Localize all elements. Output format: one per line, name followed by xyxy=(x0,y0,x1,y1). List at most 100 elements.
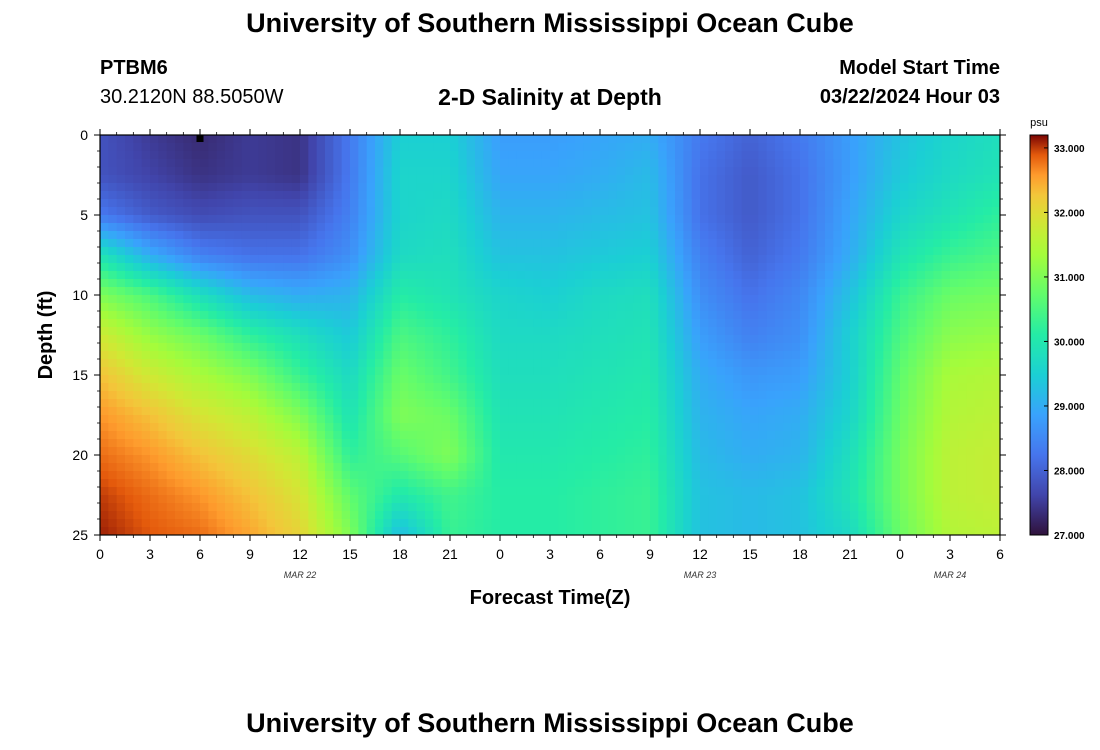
heatmap-cell xyxy=(908,287,918,296)
heatmap-cell xyxy=(741,231,751,240)
heatmap-cell xyxy=(925,271,934,280)
heatmap-cell xyxy=(566,399,576,408)
heatmap-cell xyxy=(341,399,351,408)
heatmap-cell xyxy=(625,327,634,336)
heatmap-cell xyxy=(783,359,793,368)
heatmap-cell xyxy=(308,415,318,424)
heatmap-cell xyxy=(966,175,976,184)
heatmap-cell xyxy=(158,287,168,296)
heatmap-cell xyxy=(166,247,176,256)
heatmap-cell xyxy=(375,167,384,176)
heatmap-cell xyxy=(366,431,376,440)
heatmap-cell xyxy=(491,319,501,328)
heatmap-cell xyxy=(116,175,126,184)
heatmap-cell xyxy=(125,439,134,448)
heatmap-cell xyxy=(108,487,118,496)
heatmap-cell xyxy=(391,495,401,504)
heatmap-cell xyxy=(933,479,943,488)
heatmap-cell xyxy=(541,447,551,456)
heatmap-cell xyxy=(158,247,168,256)
heatmap-cell xyxy=(691,191,701,200)
heatmap-cell xyxy=(408,391,418,400)
heatmap-cell xyxy=(108,223,118,232)
heatmap-cell xyxy=(100,167,109,176)
heatmap-cell xyxy=(808,287,818,296)
heatmap-cell xyxy=(591,375,601,384)
heatmap-cell xyxy=(800,263,809,272)
heatmap-cell xyxy=(858,231,868,240)
heatmap-cell xyxy=(408,319,418,328)
heatmap-cell xyxy=(566,199,576,208)
heatmap-cell xyxy=(558,463,568,472)
heatmap-cell xyxy=(458,495,468,504)
heatmap-cell xyxy=(291,431,301,440)
heatmap-cell xyxy=(300,191,309,200)
heatmap-cell xyxy=(391,191,401,200)
heatmap-cell xyxy=(408,239,418,248)
heatmap-cell xyxy=(575,415,584,424)
heatmap-cell xyxy=(241,215,251,224)
heatmap-cell xyxy=(875,239,884,248)
heatmap-cell xyxy=(875,151,884,160)
heatmap-cell xyxy=(450,151,459,160)
heatmap-cell xyxy=(108,183,118,192)
heatmap-cell xyxy=(583,351,593,360)
heatmap-cell xyxy=(275,295,284,304)
heatmap-cell xyxy=(308,183,318,192)
heatmap-cell xyxy=(750,279,759,288)
heatmap-cell xyxy=(766,303,776,312)
heatmap-cell xyxy=(258,463,268,472)
heatmap-cell xyxy=(716,239,726,248)
heatmap-cell xyxy=(800,359,809,368)
heatmap-cell xyxy=(150,471,159,480)
heatmap-cell xyxy=(425,351,434,360)
heatmap-cell xyxy=(833,263,843,272)
heatmap-cell xyxy=(700,463,709,472)
heatmap-cell xyxy=(866,439,876,448)
heatmap-cell xyxy=(458,423,468,432)
heatmap-cell xyxy=(625,383,634,392)
heatmap-cell xyxy=(475,143,484,152)
heatmap-cell xyxy=(125,431,134,440)
heatmap-cell xyxy=(391,151,401,160)
heatmap-cell xyxy=(650,367,659,376)
heatmap-cell xyxy=(541,215,551,224)
heatmap-cell xyxy=(266,359,276,368)
heatmap-cell xyxy=(566,143,576,152)
station-coordinates: 30.2120N 88.5050W xyxy=(100,86,284,108)
heatmap-cell xyxy=(866,359,876,368)
heatmap-cell xyxy=(191,151,201,160)
heatmap-cell xyxy=(258,431,268,440)
heatmap-cell xyxy=(708,207,718,216)
heatmap-cell xyxy=(908,335,918,344)
heatmap-cell xyxy=(883,151,893,160)
heatmap-cell xyxy=(700,207,709,216)
heatmap-cell xyxy=(366,343,376,352)
heatmap-cell xyxy=(575,255,584,264)
heatmap-cell xyxy=(525,399,534,408)
heatmap-cell xyxy=(341,255,351,264)
heatmap-cell xyxy=(466,191,476,200)
heatmap-cell xyxy=(900,231,909,240)
heatmap-cell xyxy=(375,287,384,296)
heatmap-cell xyxy=(291,183,301,192)
heatmap-cell xyxy=(641,335,651,344)
heatmap-cell xyxy=(825,311,834,320)
heatmap-cell xyxy=(725,255,734,264)
heatmap-cell xyxy=(525,183,534,192)
heatmap-cell xyxy=(941,399,951,408)
heatmap-cell xyxy=(858,255,868,264)
heatmap-cell xyxy=(566,439,576,448)
heatmap-cell xyxy=(391,383,401,392)
heatmap-cell xyxy=(341,471,351,480)
heatmap-cell xyxy=(225,135,234,144)
heatmap-cell xyxy=(816,495,826,504)
heatmap-cell xyxy=(233,135,243,144)
heatmap-cell xyxy=(416,351,426,360)
heatmap-cell xyxy=(316,135,326,144)
heatmap-cell xyxy=(616,231,626,240)
heatmap-cell xyxy=(350,263,359,272)
heatmap-cell xyxy=(883,215,893,224)
heatmap-cell xyxy=(483,159,493,168)
heatmap-cell xyxy=(933,135,943,144)
